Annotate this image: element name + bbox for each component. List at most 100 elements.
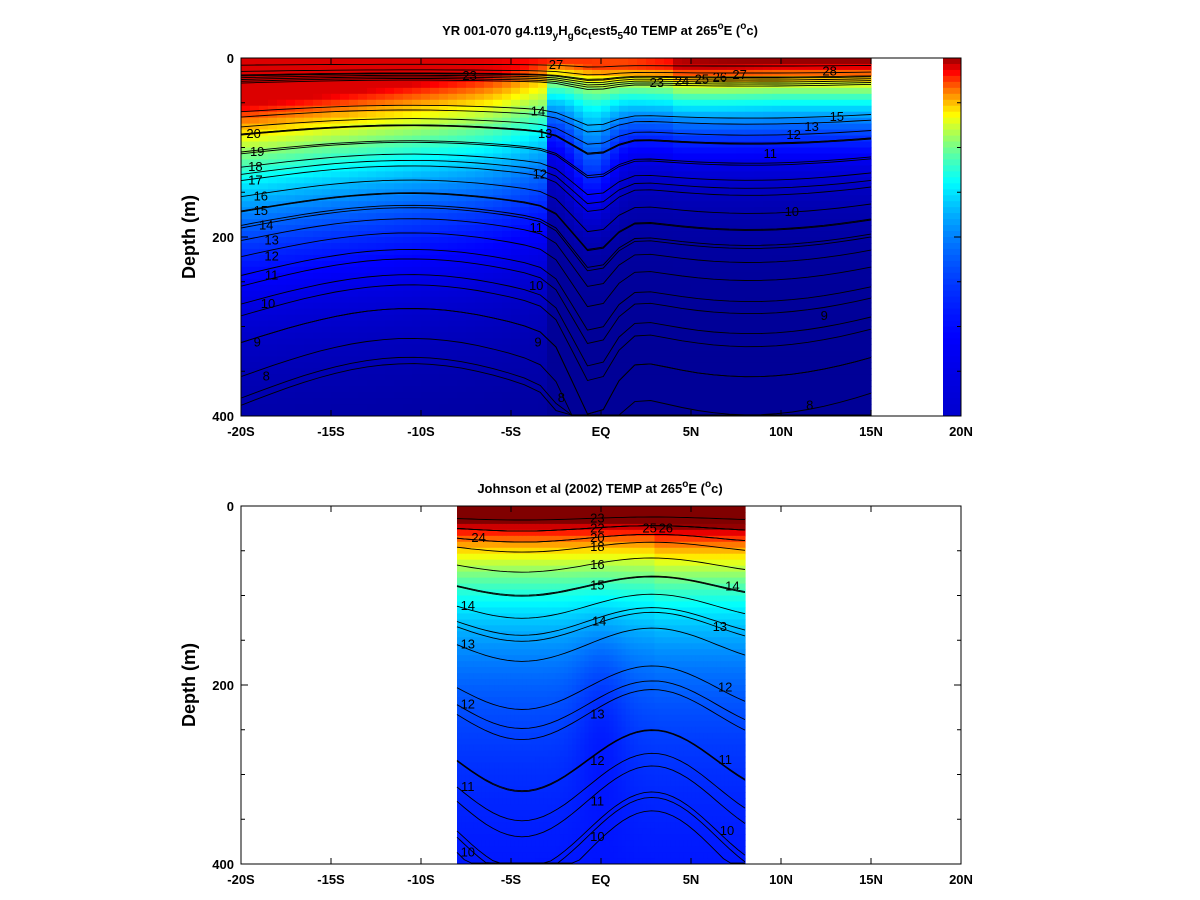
temperature-cell [430, 302, 440, 310]
temperature-cell [448, 87, 458, 95]
temperature-cell [853, 63, 863, 71]
temperature-cell [736, 165, 746, 172]
temperature-cell [790, 248, 800, 256]
temperature-cell [250, 87, 260, 95]
temperature-cell [466, 308, 476, 316]
temperature-cell [601, 69, 611, 77]
temperature-cell [817, 410, 827, 416]
temperature-cell [485, 792, 491, 799]
temperature-cell [655, 260, 665, 268]
temperature-cell [250, 201, 260, 208]
temperature-cell [295, 87, 305, 95]
temperature-cell [547, 195, 557, 202]
temperature-cell [664, 159, 674, 166]
temperature-cell [817, 386, 827, 393]
temperature-cell [655, 237, 665, 244]
temperature-cell [457, 392, 467, 399]
temperature-cell [673, 111, 683, 119]
temperature-cell [673, 117, 683, 125]
temperature-cell [520, 177, 530, 184]
contour-label: 8 [558, 390, 565, 405]
temperature-cell [331, 410, 341, 416]
temperature-cell [745, 410, 755, 416]
temperature-cell [286, 171, 296, 178]
temperature-cell [358, 314, 368, 322]
temperature-cell [259, 177, 269, 184]
temperature-cell [473, 702, 479, 710]
temperature-cell [489, 768, 495, 776]
temperature-cell [556, 308, 566, 316]
temperature-cell [461, 726, 466, 734]
temperature-cell [700, 338, 710, 345]
colorbar-column-cell [943, 368, 961, 375]
temperature-cell [457, 637, 462, 644]
temperature-cell [473, 637, 479, 644]
temperature-cell [477, 577, 483, 585]
temperature-cell [817, 213, 827, 220]
temperature-cell [628, 314, 638, 322]
temperature-cell [610, 332, 620, 340]
temperature-cell [489, 649, 495, 656]
temperature-cell [583, 201, 593, 208]
temperature-cell [485, 816, 491, 823]
temperature-cell [489, 595, 495, 603]
temperature-cell [511, 326, 521, 334]
temperature-cell [808, 201, 818, 208]
temperature-cell [481, 667, 487, 674]
temperature-cell [358, 332, 368, 340]
temperature-cell [682, 266, 692, 274]
temperature-cell [664, 368, 674, 375]
temperature-cell [412, 266, 422, 274]
temperature-cell [473, 553, 479, 561]
temperature-cell [583, 93, 593, 101]
temperature-cell [385, 284, 395, 292]
temperature-cell [709, 368, 719, 375]
temperature-cell [700, 219, 710, 226]
title-segment: y [553, 31, 559, 42]
temperature-cell [808, 159, 818, 166]
temperature-cell [481, 631, 487, 638]
temperature-cell [574, 326, 584, 334]
temperature-cell [241, 254, 251, 262]
temperature-cell [709, 165, 719, 172]
temperature-cell [475, 398, 485, 405]
temperature-cell [817, 165, 827, 172]
temperature-cell [376, 374, 386, 381]
temperature-cell [331, 207, 341, 214]
temperature-cell [835, 272, 845, 280]
temperature-cell [367, 398, 377, 405]
temperature-cell [295, 111, 305, 119]
temperature-cell [664, 63, 674, 71]
temperature-cell [736, 93, 746, 101]
temperature-cell [781, 63, 791, 71]
temperature-cell [241, 302, 251, 310]
temperature-cell [691, 58, 701, 65]
temperature-cell [477, 559, 483, 567]
temperature-cell [241, 87, 251, 95]
temperature-cell [718, 266, 728, 274]
temperature-cell [367, 141, 377, 149]
temperature-cell [727, 123, 737, 131]
temperature-cell [718, 368, 728, 375]
temperature-cell [430, 207, 440, 214]
temperature-cell [340, 237, 350, 244]
temperature-cell [457, 834, 462, 841]
temperature-cell [461, 523, 466, 531]
temperature-cell [448, 93, 458, 101]
temperature-cell [664, 135, 674, 143]
temperature-cell [241, 368, 251, 375]
temperature-cell [673, 260, 683, 268]
temperature-cell [691, 87, 701, 95]
temperature-cell [421, 99, 431, 107]
temperature-cell [520, 129, 530, 137]
temperature-cell [637, 189, 647, 196]
temperature-cell [473, 577, 479, 585]
temperature-cell [691, 141, 701, 149]
temperature-cell [259, 404, 269, 411]
temperature-cell [448, 171, 458, 178]
temperature-cell [610, 99, 620, 107]
temperature-cell [367, 332, 377, 340]
temperature-cell [691, 111, 701, 119]
temperature-cell [403, 254, 413, 262]
temperature-cell [485, 786, 491, 793]
